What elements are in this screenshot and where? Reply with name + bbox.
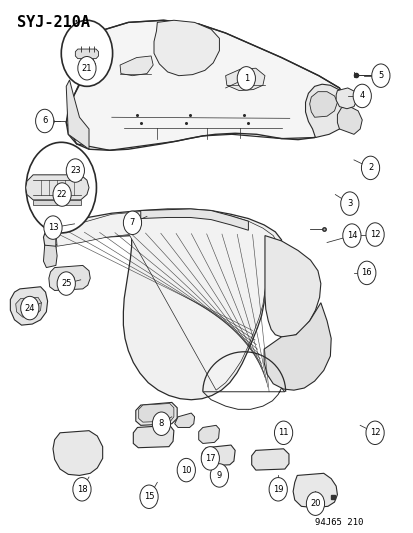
Circle shape	[26, 142, 96, 233]
Polygon shape	[264, 236, 320, 337]
Text: 14: 14	[346, 231, 356, 240]
Circle shape	[177, 458, 195, 482]
Text: 15: 15	[143, 492, 154, 501]
Text: 10: 10	[180, 466, 191, 474]
Polygon shape	[263, 303, 330, 390]
Circle shape	[57, 272, 75, 295]
Polygon shape	[26, 175, 89, 200]
Text: SYJ-210A: SYJ-210A	[17, 15, 89, 30]
Text: 4: 4	[359, 92, 364, 100]
Circle shape	[73, 478, 91, 501]
Circle shape	[201, 447, 219, 470]
Text: 2: 2	[367, 164, 372, 172]
Circle shape	[357, 261, 375, 285]
Circle shape	[61, 20, 112, 86]
Polygon shape	[56, 211, 278, 390]
Circle shape	[365, 421, 383, 445]
Polygon shape	[49, 265, 90, 290]
Polygon shape	[46, 209, 281, 400]
Circle shape	[306, 492, 324, 515]
Polygon shape	[43, 245, 57, 268]
Polygon shape	[66, 20, 345, 150]
Circle shape	[152, 412, 170, 435]
Circle shape	[44, 216, 62, 239]
Circle shape	[274, 421, 292, 445]
Polygon shape	[66, 80, 89, 149]
Polygon shape	[335, 88, 356, 109]
Text: 19: 19	[272, 485, 283, 494]
Text: 13: 13	[47, 223, 58, 232]
Text: 9: 9	[216, 471, 221, 480]
Text: 18: 18	[76, 485, 87, 494]
Polygon shape	[120, 56, 153, 76]
Text: 11: 11	[278, 429, 288, 437]
Polygon shape	[292, 473, 337, 507]
Polygon shape	[337, 107, 361, 134]
Text: 24: 24	[24, 304, 35, 312]
Polygon shape	[75, 49, 98, 59]
Circle shape	[53, 183, 71, 206]
Text: 3: 3	[347, 199, 351, 208]
Circle shape	[21, 296, 39, 320]
Circle shape	[340, 192, 358, 215]
Circle shape	[78, 56, 96, 80]
Polygon shape	[140, 209, 248, 230]
Polygon shape	[53, 431, 102, 475]
Circle shape	[361, 156, 379, 180]
Text: 8: 8	[159, 419, 164, 428]
Polygon shape	[135, 402, 177, 425]
Polygon shape	[309, 92, 337, 117]
Text: 5: 5	[377, 71, 382, 80]
Polygon shape	[10, 287, 47, 325]
Text: 12: 12	[369, 230, 380, 239]
Polygon shape	[154, 20, 219, 76]
Text: 6: 6	[42, 117, 47, 125]
Circle shape	[352, 84, 370, 108]
Polygon shape	[174, 413, 194, 427]
Text: 94J65 210: 94J65 210	[314, 518, 362, 527]
Circle shape	[237, 67, 255, 90]
Polygon shape	[305, 84, 347, 138]
Circle shape	[365, 223, 383, 246]
Text: 12: 12	[369, 429, 380, 437]
Circle shape	[210, 464, 228, 487]
Text: 7: 7	[130, 219, 135, 227]
Text: 23: 23	[70, 166, 81, 175]
Text: 20: 20	[309, 499, 320, 508]
Polygon shape	[251, 449, 288, 470]
Polygon shape	[133, 425, 173, 448]
Polygon shape	[43, 229, 56, 248]
Circle shape	[140, 485, 158, 508]
Text: 25: 25	[61, 279, 71, 288]
Polygon shape	[225, 68, 264, 91]
Polygon shape	[16, 297, 41, 317]
Circle shape	[36, 109, 54, 133]
Polygon shape	[198, 425, 219, 443]
Circle shape	[371, 64, 389, 87]
Polygon shape	[33, 200, 81, 205]
Circle shape	[268, 478, 287, 501]
Polygon shape	[138, 403, 173, 422]
Text: 21: 21	[81, 64, 92, 72]
Circle shape	[123, 211, 141, 235]
Text: 1: 1	[243, 74, 248, 83]
Text: 22: 22	[57, 190, 67, 199]
Text: 16: 16	[361, 269, 371, 277]
Circle shape	[66, 159, 84, 182]
Circle shape	[342, 224, 360, 247]
Polygon shape	[202, 445, 235, 466]
Text: 17: 17	[204, 454, 215, 463]
